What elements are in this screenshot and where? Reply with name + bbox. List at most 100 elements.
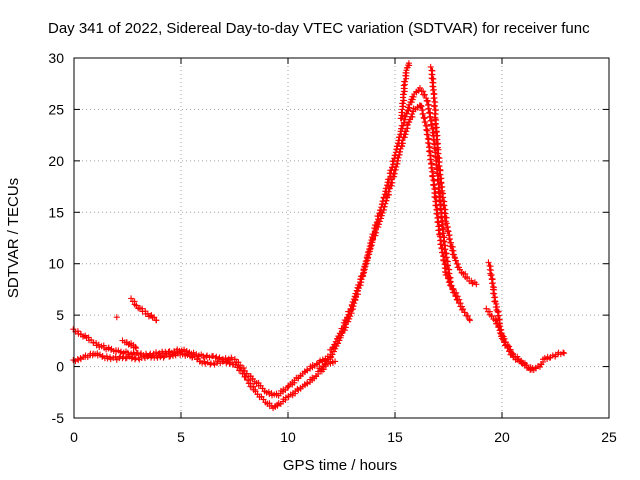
- data-point: [456, 296, 463, 303]
- data-point: [410, 93, 417, 100]
- x-tick-label: 15: [387, 429, 403, 445]
- data-point: [382, 200, 389, 207]
- data-point: [431, 103, 438, 110]
- data-point: [133, 345, 140, 352]
- data-point: [487, 272, 494, 279]
- data-point: [128, 295, 135, 302]
- data-point: [132, 343, 139, 350]
- data-point: [406, 116, 413, 123]
- data-point: [439, 194, 446, 201]
- data-point: [404, 121, 411, 128]
- y-axis-label: SDTVAR / TECUs: [5, 178, 22, 298]
- data-point: [429, 87, 436, 94]
- data-point: [332, 358, 339, 365]
- y-tick-label: 15: [48, 204, 64, 220]
- data-point: [507, 346, 514, 353]
- data-point: [433, 136, 440, 143]
- data-point: [437, 241, 444, 248]
- data-point: [428, 122, 435, 129]
- data-point: [153, 317, 160, 324]
- data-point: [448, 282, 455, 289]
- data-point: [460, 306, 467, 313]
- y-tick-label: 0: [56, 359, 64, 375]
- data-point: [464, 312, 471, 319]
- data-point: [405, 60, 412, 67]
- data-point: [432, 162, 439, 169]
- data-point: [367, 245, 374, 252]
- data-point: [74, 328, 81, 335]
- data-point: [514, 356, 521, 363]
- data-point: [154, 354, 161, 361]
- data-points: [70, 60, 568, 412]
- data-point: [406, 101, 413, 108]
- data-point: [380, 207, 387, 214]
- data-point: [339, 329, 346, 336]
- data-point: [430, 182, 437, 189]
- x-tick-label: 25: [601, 429, 617, 445]
- data-point: [385, 188, 392, 195]
- x-tick-label: 20: [494, 429, 510, 445]
- data-point: [400, 97, 407, 104]
- grid: [74, 58, 609, 418]
- y-tick-label: 25: [48, 101, 64, 117]
- data-point: [351, 300, 358, 307]
- data-point: [443, 214, 450, 221]
- data-point: [466, 317, 473, 324]
- data-point: [393, 160, 400, 167]
- data-point: [398, 109, 405, 116]
- data-point: [347, 313, 354, 320]
- data-point: [421, 119, 428, 126]
- data-point: [560, 349, 567, 356]
- data-point: [113, 314, 120, 321]
- data-point: [466, 316, 473, 323]
- data-point: [416, 84, 423, 91]
- x-tick-label: 5: [177, 429, 185, 445]
- data-point: [425, 105, 432, 112]
- axis-ticks: 0 5 10 15 20 25 -5 0 5 10 15 20 25 30: [48, 50, 617, 445]
- data-point: [449, 286, 456, 293]
- data-point: [483, 305, 490, 312]
- y-tick-label: 30: [48, 50, 64, 66]
- data-point: [429, 173, 436, 180]
- data-point: [447, 279, 454, 286]
- data-point: [473, 281, 480, 288]
- y-tick-label: 10: [48, 256, 64, 272]
- data-point: [382, 197, 389, 204]
- data-point: [338, 332, 345, 339]
- data-point: [144, 310, 151, 317]
- data-point: [427, 63, 434, 70]
- data-point: [435, 227, 442, 234]
- data-point: [351, 297, 358, 304]
- x-tick-label: 0: [70, 429, 78, 445]
- data-point: [456, 266, 463, 273]
- data-point: [364, 254, 371, 261]
- data-point: [376, 218, 383, 225]
- data-point: [438, 249, 445, 256]
- data-point: [363, 260, 370, 267]
- data-point: [489, 280, 496, 287]
- data-point: [405, 119, 412, 126]
- data-point: [350, 303, 357, 310]
- data-point: [444, 272, 451, 279]
- y-tick-label: 20: [48, 153, 64, 169]
- data-point: [421, 91, 428, 98]
- data-point: [231, 356, 238, 363]
- data-point: [440, 257, 447, 264]
- data-point: [438, 222, 445, 229]
- data-point: [122, 355, 129, 362]
- data-point: [403, 110, 410, 117]
- data-point: [546, 354, 553, 361]
- data-point: [402, 113, 409, 120]
- data-point: [359, 272, 366, 279]
- data-point: [502, 339, 509, 346]
- data-point: [349, 306, 356, 313]
- data-point: [381, 203, 388, 210]
- plot-frame: [73, 57, 610, 419]
- data-point: [365, 251, 372, 258]
- data-point: [427, 156, 434, 163]
- data-point: [366, 248, 373, 255]
- data-point: [430, 95, 437, 102]
- data-point: [368, 239, 375, 246]
